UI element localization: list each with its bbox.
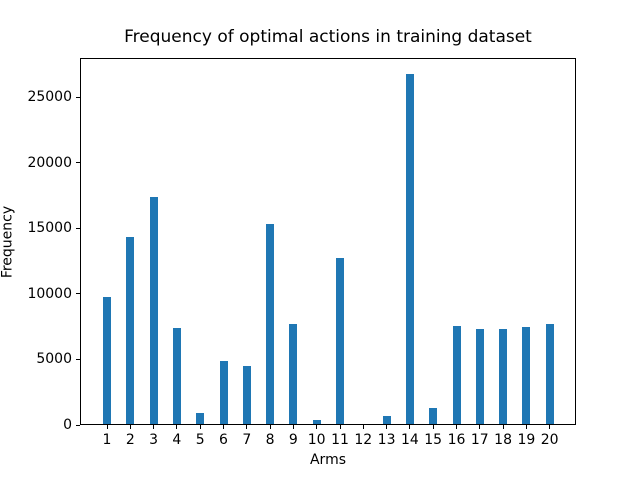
x-tick-label: 7 [242, 432, 252, 448]
bar-arm-15 [429, 408, 438, 424]
bar-arm-8 [266, 224, 275, 424]
x-tick-mark [199, 425, 201, 429]
x-tick-label: 6 [219, 432, 228, 448]
x-tick-mark [432, 425, 434, 429]
chart-title: Frequency of optimal actions in training… [124, 27, 532, 47]
x-tick-label: 18 [494, 432, 512, 448]
y-tick-label: 20000 [27, 154, 72, 171]
y-tick-mark [76, 293, 80, 295]
y-tick-mark [76, 96, 80, 98]
y-tick-mark [76, 424, 80, 426]
bar-arm-3 [149, 196, 158, 424]
bar-arm-2 [126, 236, 135, 424]
bar-arm-5 [196, 412, 205, 424]
x-tick-label: 8 [265, 432, 275, 448]
y-tick-mark [76, 227, 80, 229]
bar-arm-7 [242, 366, 251, 424]
bar-arm-6 [219, 361, 228, 424]
x-tick-mark [269, 425, 271, 429]
bar-arm-17 [475, 328, 484, 424]
bar-arm-9 [289, 323, 298, 424]
x-tick-mark [339, 425, 341, 429]
y-tick-mark [76, 358, 80, 360]
x-tick-mark [525, 425, 527, 429]
x-tick-mark [223, 425, 224, 429]
bar-arm-20 [545, 324, 554, 424]
x-tick-mark [502, 425, 504, 429]
x-tick-mark [549, 425, 551, 429]
bar-arm-4 [172, 328, 181, 424]
bar-arm-1 [103, 296, 111, 424]
y-tick-label: 10000 [27, 285, 72, 302]
y-axis-label: Frequency [0, 205, 16, 279]
bar-arm-10 [312, 420, 321, 424]
x-tick-mark [176, 425, 178, 429]
x-tick-label: 5 [195, 432, 205, 448]
y-tick-label: 25000 [27, 89, 72, 106]
x-tick-mark [246, 425, 248, 429]
x-tick-label: 15 [424, 432, 443, 448]
x-tick-label: 20 [540, 432, 559, 448]
x-tick-label: 12 [354, 432, 373, 448]
x-tick-label: 14 [400, 432, 419, 448]
bar-arm-11 [336, 258, 344, 424]
x-tick-mark [292, 425, 294, 429]
x-tick-mark [153, 425, 155, 429]
x-tick-mark [316, 425, 318, 429]
x-tick-mark [362, 425, 364, 429]
x-tick-label: 4 [172, 432, 182, 448]
x-tick-mark [409, 425, 411, 429]
x-tick-label: 1 [102, 432, 112, 448]
x-tick-label: 13 [377, 432, 396, 448]
bar-arm-18 [499, 328, 508, 424]
x-tick-mark [456, 425, 457, 429]
y-tick-label: 0 [63, 417, 72, 433]
x-tick-mark [129, 425, 131, 429]
x-tick-mark [386, 425, 388, 429]
x-tick-mark [106, 425, 108, 429]
bar-arm-19 [522, 327, 531, 424]
y-tick-mark [76, 162, 80, 164]
x-tick-label: 19 [517, 432, 536, 448]
bar-arm-16 [452, 326, 461, 424]
x-axis-label: Arms [309, 452, 347, 468]
y-tick-label: 15000 [27, 220, 72, 237]
plot-area [80, 58, 576, 425]
x-tick-label: 10 [307, 432, 326, 448]
x-tick-label: 3 [149, 432, 159, 448]
x-tick-label: 9 [288, 432, 298, 448]
bar-arm-14 [405, 74, 414, 424]
x-tick-label: 2 [125, 432, 135, 448]
x-tick-mark [479, 425, 481, 429]
bar-arm-13 [382, 416, 391, 424]
x-tick-label: 16 [447, 432, 466, 448]
x-tick-label: 17 [470, 432, 489, 448]
y-tick-label: 5000 [36, 351, 72, 368]
x-tick-label: 11 [331, 432, 349, 448]
